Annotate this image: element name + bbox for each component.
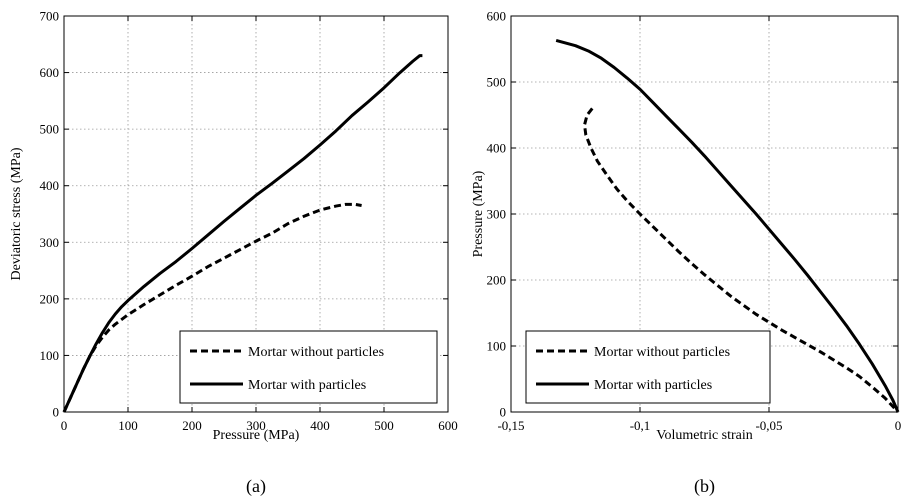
y-tick-label: 600 [487, 9, 507, 24]
series-line-without-particles [62, 202, 362, 413]
y-tick-label: 400 [40, 178, 60, 193]
legend: Mortar without particles Mortar with part… [179, 330, 438, 404]
legend-label: Mortar with particles [248, 378, 366, 393]
panel-label: (a) [246, 476, 266, 497]
legend-label: Mortar without particles [594, 345, 730, 360]
y-tick-label: 200 [40, 291, 60, 306]
legend-label: Mortar with particles [594, 378, 712, 393]
panel-label: (b) [694, 476, 715, 497]
x-axis-label: Pressure (MPa) [213, 428, 300, 443]
legend: Mortar without particles Mortar with part… [525, 330, 771, 404]
y-axis-label: Deviatoric stress (MPa) [9, 147, 24, 280]
chart-panel-a: 0 100 200 300 400 500 600 0 100 200 300 400 500 600 70… [9, 9, 458, 498]
x-tick-label: -0,1 [630, 418, 651, 433]
x-tick-label: 500 [374, 418, 394, 433]
y-tick-label: 400 [487, 141, 507, 156]
legend-box [525, 330, 771, 404]
y-tick-label: 100 [40, 348, 60, 363]
x-tick-label: 100 [118, 418, 138, 433]
y-tick-label: 100 [487, 339, 507, 354]
x-tick-label: 0 [895, 418, 901, 433]
y-tick-label: 0 [53, 405, 60, 420]
x-tick-label: 600 [438, 418, 458, 433]
y-tick-label: 500 [40, 122, 60, 137]
legend-label: Mortar without particles [248, 345, 384, 360]
x-tick-label: 400 [310, 418, 330, 433]
x-axis-label: Volumetric strain [656, 428, 753, 443]
y-tick-label: 500 [487, 75, 507, 90]
y-axis-label: Pressure (MPa) [471, 170, 486, 257]
series-line-without-particles [583, 107, 900, 414]
y-tick-label: 0 [500, 405, 507, 420]
legend-box [179, 330, 438, 404]
x-tick-label: 0 [61, 418, 68, 433]
y-tick-label: 300 [40, 235, 60, 250]
x-tick-label: 200 [182, 418, 202, 433]
y-tick-label: 700 [40, 9, 60, 24]
y-tick-label: 200 [487, 273, 507, 288]
chart-panel-b: -0,15 -0,1 -0,05 0 0 100 200 300 400 500 600 Volume… [471, 9, 901, 498]
x-tick-label: -0,15 [497, 418, 524, 433]
series-line-with-particles [62, 54, 423, 413]
x-tick-label: -0,05 [755, 418, 782, 433]
x-tick-label: 300 [246, 418, 266, 433]
y-tick-label: 300 [487, 207, 507, 222]
series-line-with-particles [555, 38, 900, 413]
y-tick-label: 600 [40, 65, 60, 80]
